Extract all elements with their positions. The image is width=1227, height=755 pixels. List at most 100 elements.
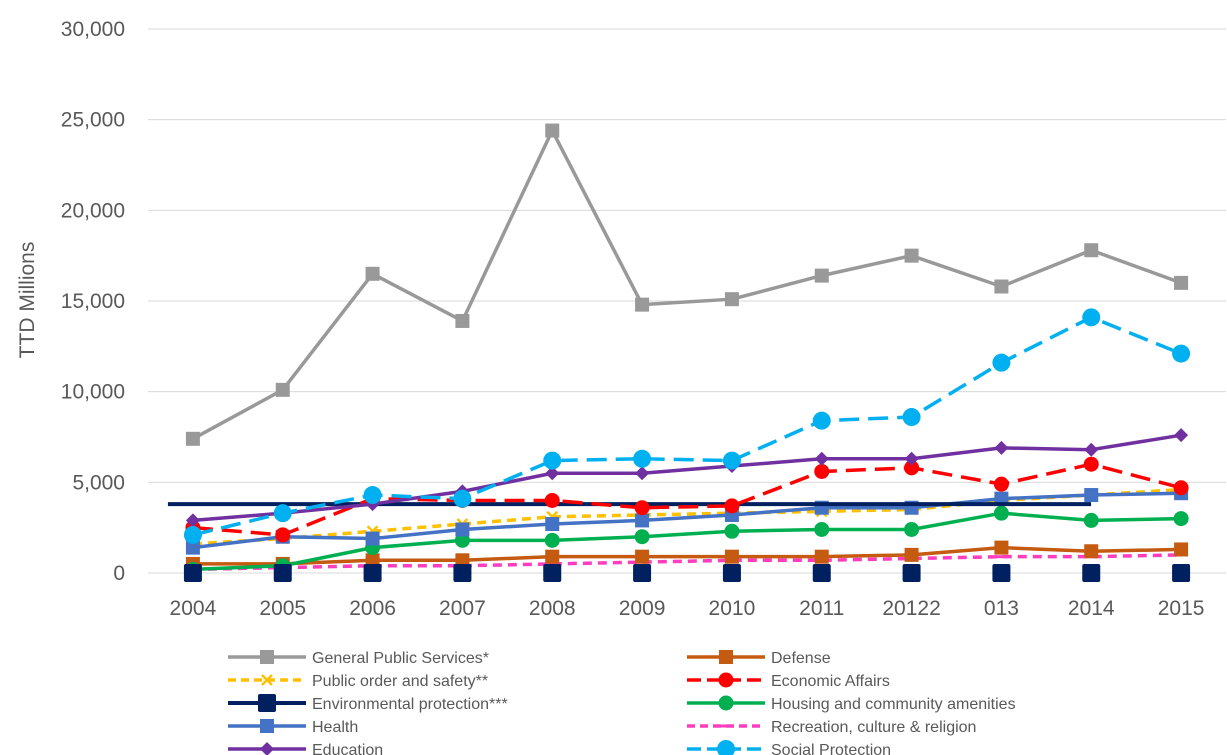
series-general-public-services-marker	[545, 123, 560, 138]
legend-social-protection-marker	[717, 740, 735, 755]
series-economic-affairs-marker	[275, 527, 291, 543]
legend-economic-affairs-marker	[718, 672, 734, 688]
x-tick-label: 2009	[619, 597, 666, 620]
x-tick-label: 2008	[529, 597, 576, 620]
series-social-protection-marker	[722, 451, 741, 470]
legend-housing-and-community-amenities-label: Housing and community amenities	[771, 696, 1016, 713]
series-defense-marker	[904, 547, 919, 562]
series-education-marker	[545, 466, 560, 481]
series-economic-affairs-line	[192, 462, 1182, 537]
series-environmental-protection-marker	[453, 564, 472, 582]
series-defense-marker	[635, 549, 650, 564]
legend-education-marker	[260, 742, 274, 755]
series-social-protection-marker	[992, 353, 1011, 372]
series-general-public-services-marker	[275, 382, 290, 397]
legend-housing-and-community-amenities-marker	[718, 695, 734, 711]
legend-environmental-protection: Environmental protection***	[228, 694, 508, 713]
series-health-marker	[545, 517, 560, 532]
x-tick-label: 2010	[709, 597, 756, 620]
series-social-protection-marker	[273, 504, 292, 523]
legend-recreation-culture-religion: Recreation, culture & religion	[687, 719, 976, 736]
series-social-protection-marker	[1082, 308, 1101, 327]
legend-health-marker	[260, 719, 274, 733]
series-social-protection-marker	[812, 411, 831, 430]
series-economic-affairs-marker	[724, 498, 740, 514]
series-defense-marker	[814, 549, 829, 564]
series-environmental-protection-marker	[1172, 564, 1191, 582]
x-tick-label: 2011	[799, 597, 844, 620]
legend-economic-affairs: Economic Affairs	[687, 672, 890, 690]
series-economic-affairs-marker	[993, 476, 1009, 492]
series-environmental-protection-marker	[902, 564, 921, 582]
y-tick-label: 10,000	[61, 381, 125, 404]
legend-public-order-and-safety-label: Public order and safety**	[312, 673, 488, 690]
series-economic-affairs-marker	[904, 460, 920, 476]
series-housing-and-community-amenities-marker	[904, 521, 920, 537]
legend-defense: Defense	[687, 650, 831, 667]
gridlines	[148, 28, 1226, 574]
x-tick-label: 2015	[1158, 597, 1205, 620]
x-tick-label: 2005	[259, 597, 306, 620]
y-tick-label: 15,000	[61, 290, 125, 313]
x-tick-label: 013	[984, 597, 1019, 620]
series-housing-and-community-amenities-marker	[544, 532, 560, 548]
series-environmental-protection-marker	[633, 564, 652, 582]
series-defense-marker	[365, 553, 380, 568]
series-education-marker	[185, 513, 200, 528]
series-general-public-services-marker	[185, 431, 200, 446]
legend-education-label: Education	[312, 742, 383, 755]
legend-social-protection-label: Social Protection	[771, 742, 891, 755]
x-tick-label: 2006	[349, 597, 396, 620]
series-social-protection-marker	[633, 449, 652, 468]
series-general-public-services-marker	[814, 268, 829, 283]
legend: General Public Services* Defense Public or…	[228, 650, 1016, 755]
legend-housing-and-community-amenities: Housing and community amenities	[687, 695, 1016, 713]
y-axis-title: TTD Millions	[16, 242, 39, 359]
y-tick-label: 25,000	[61, 109, 125, 132]
series-education-marker	[904, 451, 919, 466]
series-social-protection-marker	[543, 451, 562, 470]
x-tick-label: 2014	[1068, 597, 1115, 620]
series-lines	[167, 123, 1191, 582]
series-economic-affairs-marker	[1173, 480, 1189, 496]
series-defense-marker	[1084, 544, 1099, 559]
series-defense-marker	[724, 549, 739, 564]
series-economic-affairs-marker	[634, 500, 650, 516]
series-general-public-services-marker	[635, 297, 650, 312]
y-tick-label: 5,000	[72, 471, 125, 494]
series-general-public-services-marker	[904, 248, 919, 263]
x-tick-label: 2007	[439, 597, 486, 620]
series-social-protection	[183, 308, 1191, 544]
series-environmental-protection-marker	[722, 564, 741, 582]
x-axis: 2004 2005 2006 2007 2008 2009 2010 2011 20122 013…	[170, 597, 1205, 620]
series-health	[185, 486, 1189, 555]
y-axis: 0 5,000 10,000 15,000 20,000 25,000 30,000	[61, 18, 125, 585]
series-social-protection-marker	[1172, 344, 1191, 363]
series-education-marker	[1084, 442, 1099, 457]
series-education-marker	[1174, 428, 1189, 443]
series-environmental-protection-marker	[363, 564, 382, 582]
series-health-line	[192, 491, 1182, 550]
series-education-marker	[635, 466, 650, 481]
legend-public-order-and-safety-marker	[261, 674, 273, 686]
legend-environmental-protection-marker	[258, 694, 276, 712]
series-health-marker	[185, 540, 200, 555]
series-defense-marker	[1174, 542, 1189, 557]
series-social-protection-marker	[183, 525, 202, 544]
legend-environmental-protection-label: Environmental protection***	[312, 696, 508, 713]
series-housing-and-community-amenities-marker	[454, 532, 470, 548]
series-health-marker	[455, 522, 470, 537]
series-defense-marker	[994, 540, 1009, 555]
series-housing-and-community-amenities-marker	[1173, 511, 1189, 527]
series-environmental-protection-marker	[543, 564, 562, 582]
series-social-protection-line	[192, 315, 1182, 537]
series-defense-marker	[545, 549, 560, 564]
series-social-protection-marker	[902, 408, 921, 427]
legend-public-order-and-safety: Public order and safety**	[228, 673, 488, 690]
series-health-marker	[635, 513, 650, 528]
legend-general-public-services-marker	[260, 650, 274, 664]
series-social-protection-marker	[453, 489, 472, 508]
y-tick-label: 0	[113, 562, 125, 585]
series-education-marker	[994, 440, 1009, 455]
